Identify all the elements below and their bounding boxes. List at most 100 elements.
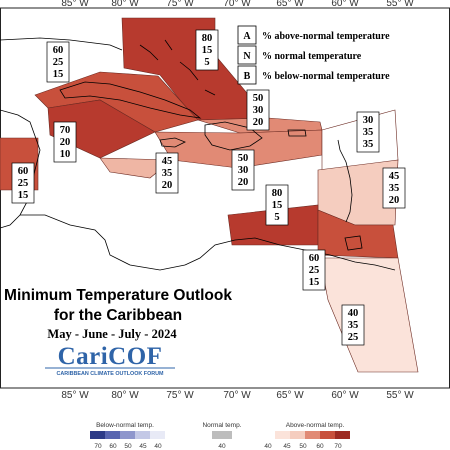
outlook-regions — [0, 17, 419, 373]
values-cuba: 60 25 15 — [46, 41, 70, 83]
above-value: 45 — [162, 156, 173, 167]
values-leeward-north: 30 35 35 — [356, 111, 380, 153]
normal-value: 35 — [363, 127, 374, 138]
coast-jamaica — [159, 137, 186, 148]
normal-value: 25 — [53, 57, 64, 68]
below-value: 20 — [253, 117, 264, 128]
below-value: 20 — [389, 195, 400, 206]
normal-value: 30 — [253, 105, 264, 116]
normal-value: 35 — [348, 320, 359, 331]
above-value: 30 — [363, 115, 374, 126]
colorbar-tick: 50 — [124, 443, 132, 450]
below-value: 20 — [238, 177, 249, 188]
normal-value: 25 — [309, 265, 320, 276]
map-subtitle: for the Caribbean — [54, 307, 182, 324]
lon-label: 65° W — [276, 390, 304, 401]
colorbar-tick: 70 — [94, 443, 102, 450]
below-value: 25 — [348, 332, 359, 343]
colorbar-swatch-normal — [212, 431, 232, 439]
normal-value: 30 — [238, 165, 249, 176]
above-value: 50 — [238, 153, 249, 164]
coast-central-america — [20, 214, 186, 271]
coast-florida — [0, 37, 123, 51]
logo-wordmark: CariCOF — [58, 343, 163, 370]
lon-label: 60° W — [331, 390, 359, 401]
values-belize-yucatan: 60 25 15 — [11, 162, 35, 204]
top-longitude-labels: 85° W 80° W 75° W 70° W 65° W 60° W 55° … — [61, 0, 414, 9]
below-value: 15 — [18, 190, 29, 201]
lon-label: 60° W — [331, 0, 359, 9]
lon-label: 85° W — [61, 390, 89, 401]
colorbar-tick: 50 — [299, 443, 307, 450]
caricof-logo: CariCOF CARIBBEAN CLIMATE OUTLOOK FORUM — [45, 343, 175, 377]
below-value: 5 — [204, 57, 209, 68]
lon-label: 75° W — [166, 0, 194, 9]
values-guianas: 40 35 25 — [341, 304, 365, 346]
legend-key-normal: N — [243, 51, 251, 62]
lon-label: 85° W — [61, 0, 89, 9]
values-trinidad-tobago: 60 25 15 — [302, 249, 326, 291]
below-value: 35 — [363, 139, 374, 150]
coast-trinidad — [344, 235, 363, 251]
below-value: 20 — [162, 180, 173, 191]
colorbar-swatch-below-45 — [135, 431, 150, 439]
above-value: 70 — [60, 125, 71, 136]
region-value-boxes: 80 15 5 60 25 15 70 20 10 50 30 20 60 25… — [11, 29, 406, 346]
values-hispaniola: 50 30 20 — [231, 149, 255, 191]
colorbar-swatch-below-60 — [105, 431, 120, 439]
colorbar-tick: 60 — [316, 443, 324, 450]
legend-label-normal: % normal temperature — [262, 51, 362, 62]
lon-label: 55° W — [386, 390, 414, 401]
below-value: 5 — [274, 212, 279, 223]
coast-colombia-venezuela — [184, 237, 396, 271]
above-value: 50 — [253, 93, 264, 104]
lon-label: 80° W — [111, 390, 139, 401]
normal-value: 35 — [389, 183, 400, 194]
bottom-longitude-labels: 85° W 80° W 75° W 70° W 65° W 60° W 55° … — [61, 390, 414, 401]
normal-value: 25 — [18, 178, 29, 189]
coast-puerto-rico — [287, 129, 307, 137]
logo-subtitle: CARIBBEAN CLIMATE OUTLOOK FORUM — [56, 371, 164, 377]
above-value: 80 — [272, 188, 283, 199]
region-trinidad-tobago — [317, 209, 399, 259]
above-value: 45 — [389, 171, 400, 182]
above-value: 60 — [309, 253, 320, 264]
colorbar-normal-label: Normal temp. — [202, 422, 241, 429]
values-windward-islands: 45 35 20 — [382, 167, 406, 209]
legend-label-below: % below-normal temperature — [262, 71, 390, 82]
below-value: 15 — [309, 277, 320, 288]
colorbar-swatch-above-40 — [275, 431, 290, 439]
below-value: 10 — [60, 149, 71, 160]
region-guianas — [319, 257, 419, 373]
colorbar-swatch-below-40 — [150, 431, 165, 439]
values-jamaica-cayman: 70 20 10 — [53, 121, 77, 163]
normal-value: 15 — [202, 45, 213, 56]
colorbar-tick: 45 — [139, 443, 147, 450]
coast-yucatan — [0, 109, 41, 229]
normal-value: 20 — [60, 137, 71, 148]
values-jamaica-south: 45 35 20 — [155, 152, 179, 194]
above-value: 80 — [202, 33, 213, 44]
coast-leeward-chain — [337, 139, 353, 223]
legend-key-below: B — [244, 71, 251, 82]
colorbar-swatch-below-50 — [120, 431, 135, 439]
coast-bahamas — [139, 39, 216, 96]
values-abc-islands: 80 15 5 — [265, 184, 289, 226]
colorbar-swatch-above-70 — [335, 431, 350, 439]
coastlines — [0, 37, 396, 271]
colorbar-above-label: Above-normal temp. — [286, 422, 345, 429]
colorbar-swatch-above-50 — [305, 431, 320, 439]
lon-label: 65° W — [276, 0, 304, 9]
values-bahamas: 80 15 5 — [195, 29, 219, 71]
colorbar-tick: 40 — [264, 443, 272, 450]
below-value: 15 — [53, 69, 64, 80]
colorbar-swatch-below-70 — [90, 431, 105, 439]
map-title: Minimum Temperature Outlook — [4, 287, 232, 304]
lon-label: 80° W — [111, 0, 139, 9]
colorbar-tick: 45 — [283, 443, 291, 450]
colorbar: Below-normal temp. Normal temp. Above-no… — [90, 422, 350, 450]
ranking-legend: A N B % above-normal temperature % norma… — [237, 25, 390, 85]
normal-value: 15 — [272, 200, 283, 211]
